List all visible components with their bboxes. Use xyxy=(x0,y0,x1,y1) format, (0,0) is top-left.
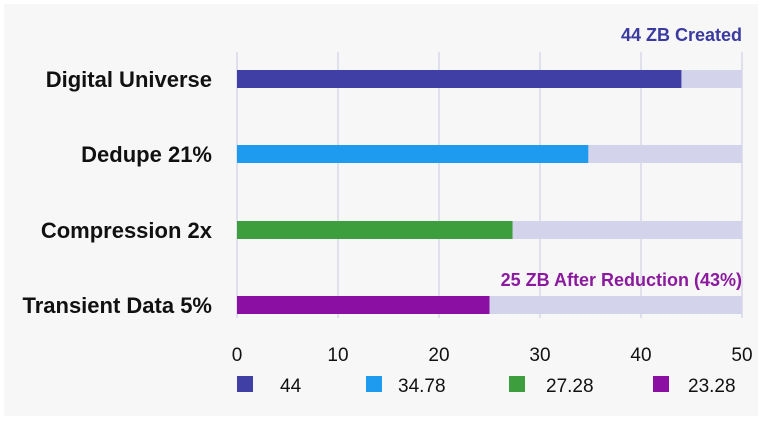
x-tick-label-20: 20 xyxy=(428,345,449,366)
x-axis-ticks: 0 10 20 30 40 50 xyxy=(232,345,753,366)
x-tick-label-40: 40 xyxy=(630,345,651,366)
category-label-2: Dedupe 21% xyxy=(81,142,212,167)
legend-label-2: 34.78 xyxy=(398,376,446,397)
category-label-3: Compression 2x xyxy=(41,218,213,243)
legend-swatch-2 xyxy=(366,376,382,392)
legend-label-1: 44 xyxy=(280,376,302,397)
gridlines xyxy=(236,52,743,318)
legend-swatch-3 xyxy=(509,376,525,392)
legend: 44 34.78 27.28 23.28 xyxy=(237,376,736,397)
x-tick-label-0: 0 xyxy=(232,345,243,366)
x-tick-label-10: 10 xyxy=(327,345,348,366)
legend-swatch-4 xyxy=(653,376,669,392)
legend-label-3: 27.28 xyxy=(546,376,594,397)
x-tick-label-30: 30 xyxy=(529,345,550,366)
bar-4 xyxy=(237,296,490,314)
bars xyxy=(237,70,682,314)
legend-label-4: 23.28 xyxy=(688,376,736,397)
category-label-1: Digital Universe xyxy=(46,67,212,92)
annotation-2: 25 ZB After Reduction (43%) xyxy=(501,270,742,290)
x-tick-label-50: 50 xyxy=(731,345,752,366)
bar-3 xyxy=(237,221,513,239)
category-label-4: Transient Data 5% xyxy=(22,293,212,318)
legend-swatch-1 xyxy=(237,376,253,392)
bar-1 xyxy=(237,70,682,88)
annotation-1: 44 ZB Created xyxy=(621,25,742,45)
bar-2 xyxy=(237,145,589,163)
annotations: 44 ZB Created 25 ZB After Reduction (43%) xyxy=(501,25,742,290)
category-labels: Digital Universe Dedupe 21% Compression 2x… xyxy=(22,67,212,318)
